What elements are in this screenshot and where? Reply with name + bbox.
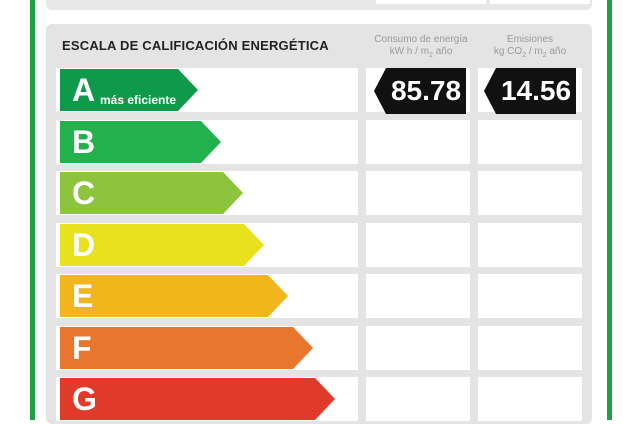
energy-value: 85.78 <box>390 75 462 106</box>
energy-cell-e <box>366 274 470 318</box>
rating-arrow-c <box>60 172 243 214</box>
scale-title: ESCALA DE CALIFICACIÓN ENERGÉTICA <box>62 38 329 53</box>
rating-arrow-e <box>60 275 288 317</box>
rating-letter-g: G <box>72 381 97 417</box>
emissions-column-header: Emisiones kg CO2 / m2 año <box>478 34 582 62</box>
top-cell-energy <box>376 0 486 4</box>
energy-cell-c <box>366 171 470 215</box>
emissions-header-line1: Emisiones <box>506 34 554 45</box>
energy-cell-g <box>366 377 470 421</box>
emissions-cell-b <box>478 120 582 164</box>
energy-cell-f <box>366 326 470 370</box>
rating-letter-b: B <box>72 124 96 160</box>
emissions-header-line2: kg CO2 / m2 año <box>493 46 567 59</box>
emissions-cell-g <box>478 377 582 421</box>
rating-arrow-g <box>60 378 335 420</box>
emissions-cell-e <box>478 274 582 318</box>
emissions-cell-f <box>478 326 582 370</box>
emissions-cell-c <box>478 171 582 215</box>
rating-letter-e: E <box>72 278 94 314</box>
emissions-value: 14.56 <box>500 75 572 106</box>
energy-header-line1: Consumo de energía <box>374 34 468 45</box>
energy-column-header: Consumo de energía kW h / m2 año <box>366 34 476 62</box>
emissions-cell-d <box>478 223 582 267</box>
rating-arrow-b <box>60 121 221 163</box>
most-efficient-label: más eficiente <box>100 93 177 107</box>
rating-letter-d: D <box>72 227 96 263</box>
rating-letter-a: A <box>72 72 96 108</box>
rating-letter-c: C <box>72 175 96 211</box>
rating-arrow-a <box>60 69 198 111</box>
rating-letter-f: F <box>72 330 92 366</box>
energy-header-line2: kW h / m2 año <box>389 46 453 59</box>
top-cell-emissions <box>490 0 590 4</box>
emissions-value-tag <box>484 68 576 114</box>
top-panel-edge <box>46 0 592 10</box>
energy-cell-d <box>366 223 470 267</box>
energy-value-tag <box>374 68 466 114</box>
energy-cell-b <box>366 120 470 164</box>
rating-arrow-f <box>60 327 313 369</box>
rating-arrow-d <box>60 224 264 266</box>
